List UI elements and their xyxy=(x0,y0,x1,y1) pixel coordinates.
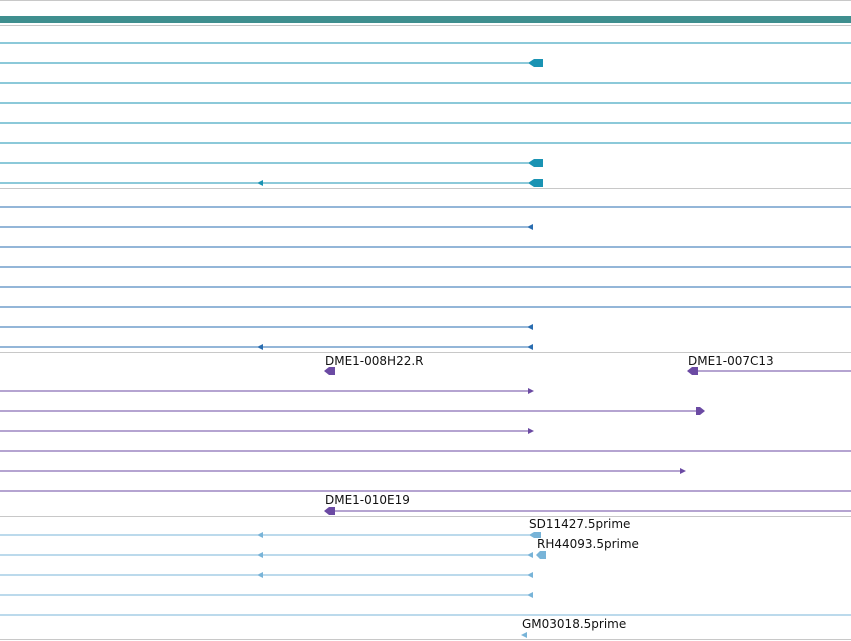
lightblue-row-6[interactable]: GM03018.5prime xyxy=(521,617,626,638)
purple-row-8[interactable]: DME1-010E19 xyxy=(324,493,851,515)
cyan-row-8[interactable] xyxy=(0,179,543,187)
purple-row-6[interactable] xyxy=(0,468,686,474)
cyan-row-8-arrow xyxy=(257,180,263,186)
cyan-row-7-block xyxy=(528,159,543,167)
divider-top xyxy=(0,25,851,26)
blue-row-8[interactable] xyxy=(0,344,533,350)
lightblue-row-3-arrow-end xyxy=(527,572,533,578)
top-border xyxy=(0,0,851,1)
blue-row-7[interactable] xyxy=(0,324,533,330)
feature-label-dme1-007c13: DME1-007C13 xyxy=(688,354,774,368)
purple-row-3[interactable] xyxy=(0,407,705,415)
lightblue-row-2-block xyxy=(536,551,546,559)
cyan-row-2-block xyxy=(528,59,543,67)
purple-block-dme1-007c13 xyxy=(687,367,698,375)
blue-row-2-arrow xyxy=(527,224,533,230)
purple-row-6-arrow xyxy=(680,468,686,474)
cyan-row-7[interactable] xyxy=(0,159,543,167)
lightblue-row-3[interactable] xyxy=(0,572,533,578)
cyan-row-2[interactable] xyxy=(0,59,543,67)
feature-label-gm03018-5prime: GM03018.5prime xyxy=(522,617,626,631)
blue-row-7-arrow xyxy=(527,324,533,330)
lightblue-feature-group: SD11427.5prime RH44093.5prime GM03018.5p… xyxy=(0,517,851,638)
feature-label-sd11427-5prime: SD11427.5prime xyxy=(529,517,630,531)
divider-cyan-blue xyxy=(0,188,851,189)
divider-bottom xyxy=(0,639,851,640)
feature-label-rh44093-5prime: RH44093.5prime xyxy=(537,537,639,551)
lightblue-row-3-arrow-mid xyxy=(257,572,263,578)
blue-row-2[interactable] xyxy=(0,224,533,230)
feature-label-dme1-010e19: DME1-010E19 xyxy=(325,493,410,507)
lightblue-row-2-arrow-end xyxy=(527,552,533,558)
lightblue-row-1[interactable]: SD11427.5prime xyxy=(0,517,630,538)
lightblue-row-1-arrow xyxy=(257,532,263,538)
lightblue-row-2-arrow-mid xyxy=(257,552,263,558)
feature-label-dme1-008h22r: DME1-008H22.R xyxy=(325,354,424,368)
purple-row-2[interactable] xyxy=(0,388,534,394)
purple-row-4[interactable] xyxy=(0,428,534,434)
top-track-bar xyxy=(0,16,851,23)
blue-row-8-arrow-mid xyxy=(257,344,263,350)
cyan-feature-group xyxy=(0,42,851,187)
lightblue-row-6-arrow xyxy=(521,632,527,638)
purple-block-dme1-010e19 xyxy=(324,507,335,515)
blue-row-8-arrow-end xyxy=(527,344,533,350)
lightblue-row-2[interactable]: RH44093.5prime xyxy=(0,537,639,559)
blue-feature-group xyxy=(0,206,851,350)
purple-row-4-arrow xyxy=(528,428,534,434)
divider-blue-purple xyxy=(0,352,851,353)
purple-row-2-arrow xyxy=(528,388,534,394)
purple-block-dme1-008h22r xyxy=(324,367,335,375)
divider-purple-lightblue xyxy=(0,516,851,517)
purple-feature-group: DME1-008H22.R DME1-007C13 DME1-010E19 xyxy=(0,354,851,515)
purple-row-3-block xyxy=(696,407,705,415)
cyan-row-8-block xyxy=(528,179,543,187)
purple-row-1[interactable]: DME1-008H22.R DME1-007C13 xyxy=(324,354,851,375)
lightblue-row-4-arrow xyxy=(527,592,533,598)
lightblue-row-1-block xyxy=(529,532,541,538)
lightblue-row-4[interactable] xyxy=(0,592,533,598)
